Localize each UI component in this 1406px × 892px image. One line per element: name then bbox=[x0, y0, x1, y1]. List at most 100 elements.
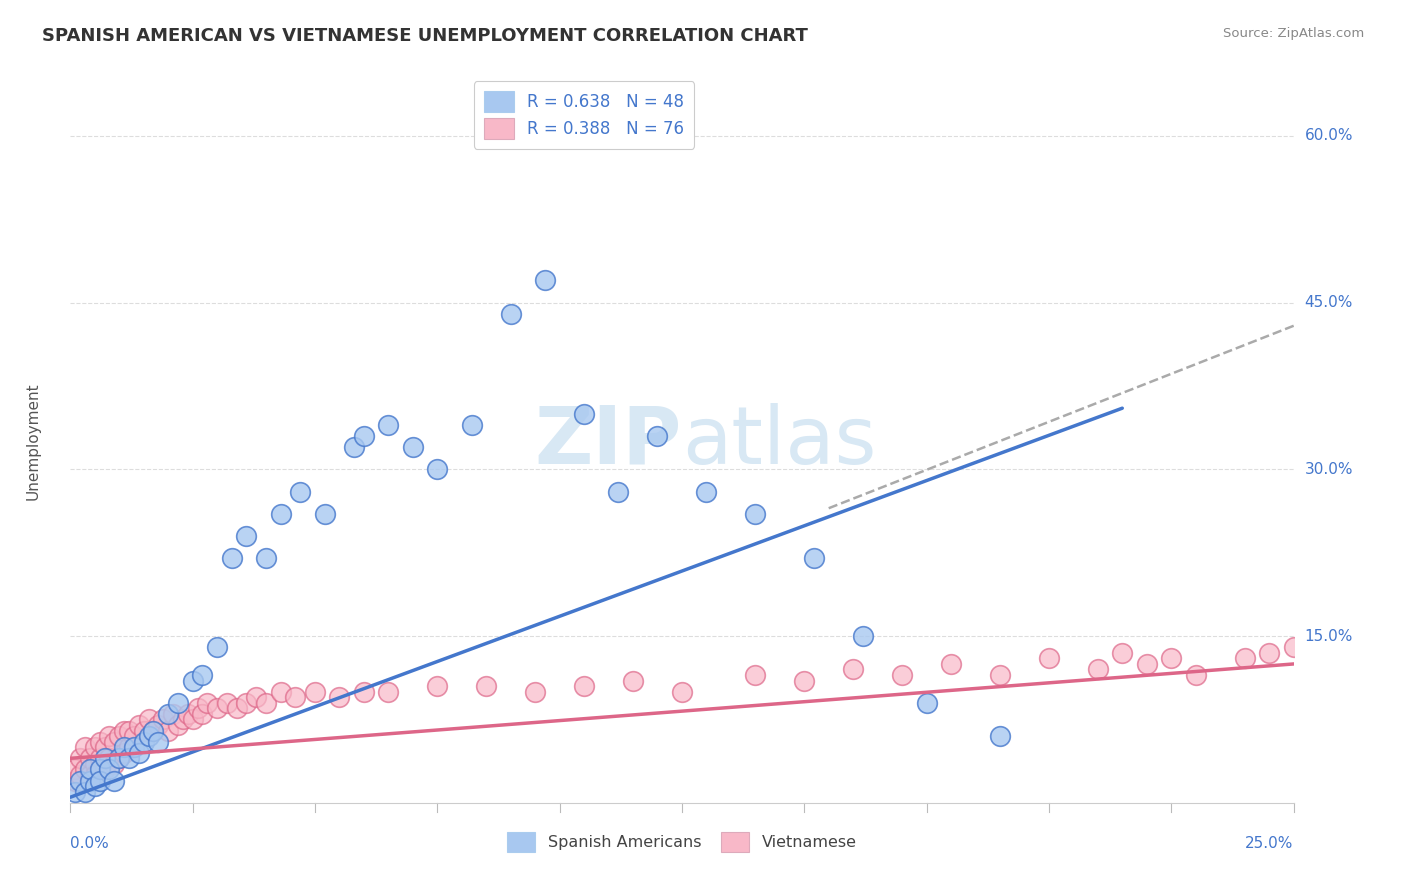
Point bbox=[152, 713, 174, 727]
Point bbox=[128, 746, 150, 760]
Point bbox=[69, 751, 91, 765]
Point bbox=[671, 684, 693, 698]
Point bbox=[245, 690, 267, 705]
Point bbox=[353, 684, 375, 698]
Point bbox=[93, 763, 115, 777]
Point bbox=[1038, 651, 1060, 665]
Point bbox=[103, 773, 125, 788]
Point bbox=[343, 440, 366, 454]
Point bbox=[89, 751, 111, 765]
Text: atlas: atlas bbox=[682, 402, 876, 481]
Point bbox=[118, 723, 141, 738]
Point bbox=[205, 701, 228, 715]
Point bbox=[63, 763, 86, 777]
Point bbox=[112, 740, 135, 755]
Text: 45.0%: 45.0% bbox=[1305, 295, 1353, 310]
Point bbox=[142, 723, 165, 738]
Point bbox=[205, 640, 228, 655]
Point bbox=[73, 785, 96, 799]
Point bbox=[148, 734, 170, 748]
Point bbox=[1160, 651, 1182, 665]
Point bbox=[402, 440, 425, 454]
Point bbox=[426, 462, 449, 476]
Point bbox=[499, 307, 522, 321]
Point bbox=[621, 673, 644, 688]
Point bbox=[108, 751, 131, 765]
Point bbox=[98, 751, 121, 765]
Point bbox=[108, 751, 131, 765]
Point bbox=[89, 763, 111, 777]
Point bbox=[138, 713, 160, 727]
Point bbox=[148, 718, 170, 732]
Point bbox=[744, 668, 766, 682]
Point bbox=[89, 773, 111, 788]
Point bbox=[314, 507, 336, 521]
Point bbox=[63, 773, 86, 788]
Text: 0.0%: 0.0% bbox=[70, 836, 110, 851]
Point bbox=[69, 773, 91, 788]
Point bbox=[172, 713, 194, 727]
Point bbox=[290, 484, 312, 499]
Point bbox=[475, 679, 498, 693]
Text: 30.0%: 30.0% bbox=[1305, 462, 1353, 477]
Point bbox=[83, 768, 105, 782]
Text: SPANISH AMERICAN VS VIETNAMESE UNEMPLOYMENT CORRELATION CHART: SPANISH AMERICAN VS VIETNAMESE UNEMPLOYM… bbox=[42, 27, 808, 45]
Point bbox=[157, 723, 180, 738]
Point bbox=[377, 684, 399, 698]
Point bbox=[377, 417, 399, 432]
Point bbox=[270, 507, 292, 521]
Point bbox=[1136, 657, 1159, 671]
Point bbox=[195, 696, 218, 710]
Text: Source: ZipAtlas.com: Source: ZipAtlas.com bbox=[1223, 27, 1364, 40]
Point bbox=[328, 690, 350, 705]
Point bbox=[191, 706, 214, 721]
Point bbox=[426, 679, 449, 693]
Point bbox=[353, 429, 375, 443]
Point bbox=[534, 273, 557, 287]
Point bbox=[988, 668, 1011, 682]
Point bbox=[647, 429, 669, 443]
Point bbox=[1282, 640, 1305, 655]
Point bbox=[460, 417, 482, 432]
Point bbox=[128, 718, 150, 732]
Point bbox=[63, 785, 86, 799]
Point bbox=[73, 740, 96, 755]
Text: 15.0%: 15.0% bbox=[1305, 629, 1353, 643]
Point bbox=[607, 484, 630, 499]
Point bbox=[221, 551, 243, 566]
Point bbox=[93, 751, 115, 765]
Point bbox=[254, 551, 277, 566]
Point bbox=[1233, 651, 1256, 665]
Text: 25.0%: 25.0% bbox=[1246, 836, 1294, 851]
Point bbox=[79, 751, 101, 765]
Point bbox=[167, 718, 190, 732]
Point bbox=[112, 746, 135, 760]
Point bbox=[122, 729, 145, 743]
Point bbox=[83, 779, 105, 793]
Point bbox=[695, 484, 717, 499]
Point bbox=[304, 684, 326, 698]
Point bbox=[93, 740, 115, 755]
Point bbox=[186, 701, 208, 715]
Point bbox=[103, 756, 125, 771]
Point bbox=[79, 768, 101, 782]
Point bbox=[270, 684, 292, 698]
Point bbox=[98, 729, 121, 743]
Point bbox=[132, 723, 155, 738]
Point bbox=[103, 734, 125, 748]
Point bbox=[891, 668, 914, 682]
Point bbox=[793, 673, 815, 688]
Point bbox=[215, 696, 238, 710]
Point bbox=[79, 773, 101, 788]
Point bbox=[89, 734, 111, 748]
Point bbox=[803, 551, 825, 566]
Point bbox=[1258, 646, 1281, 660]
Point bbox=[572, 407, 595, 421]
Point bbox=[157, 706, 180, 721]
Point bbox=[1306, 646, 1329, 660]
Point bbox=[915, 696, 938, 710]
Point bbox=[191, 668, 214, 682]
Point bbox=[1184, 668, 1206, 682]
Point bbox=[225, 701, 247, 715]
Point bbox=[235, 529, 257, 543]
